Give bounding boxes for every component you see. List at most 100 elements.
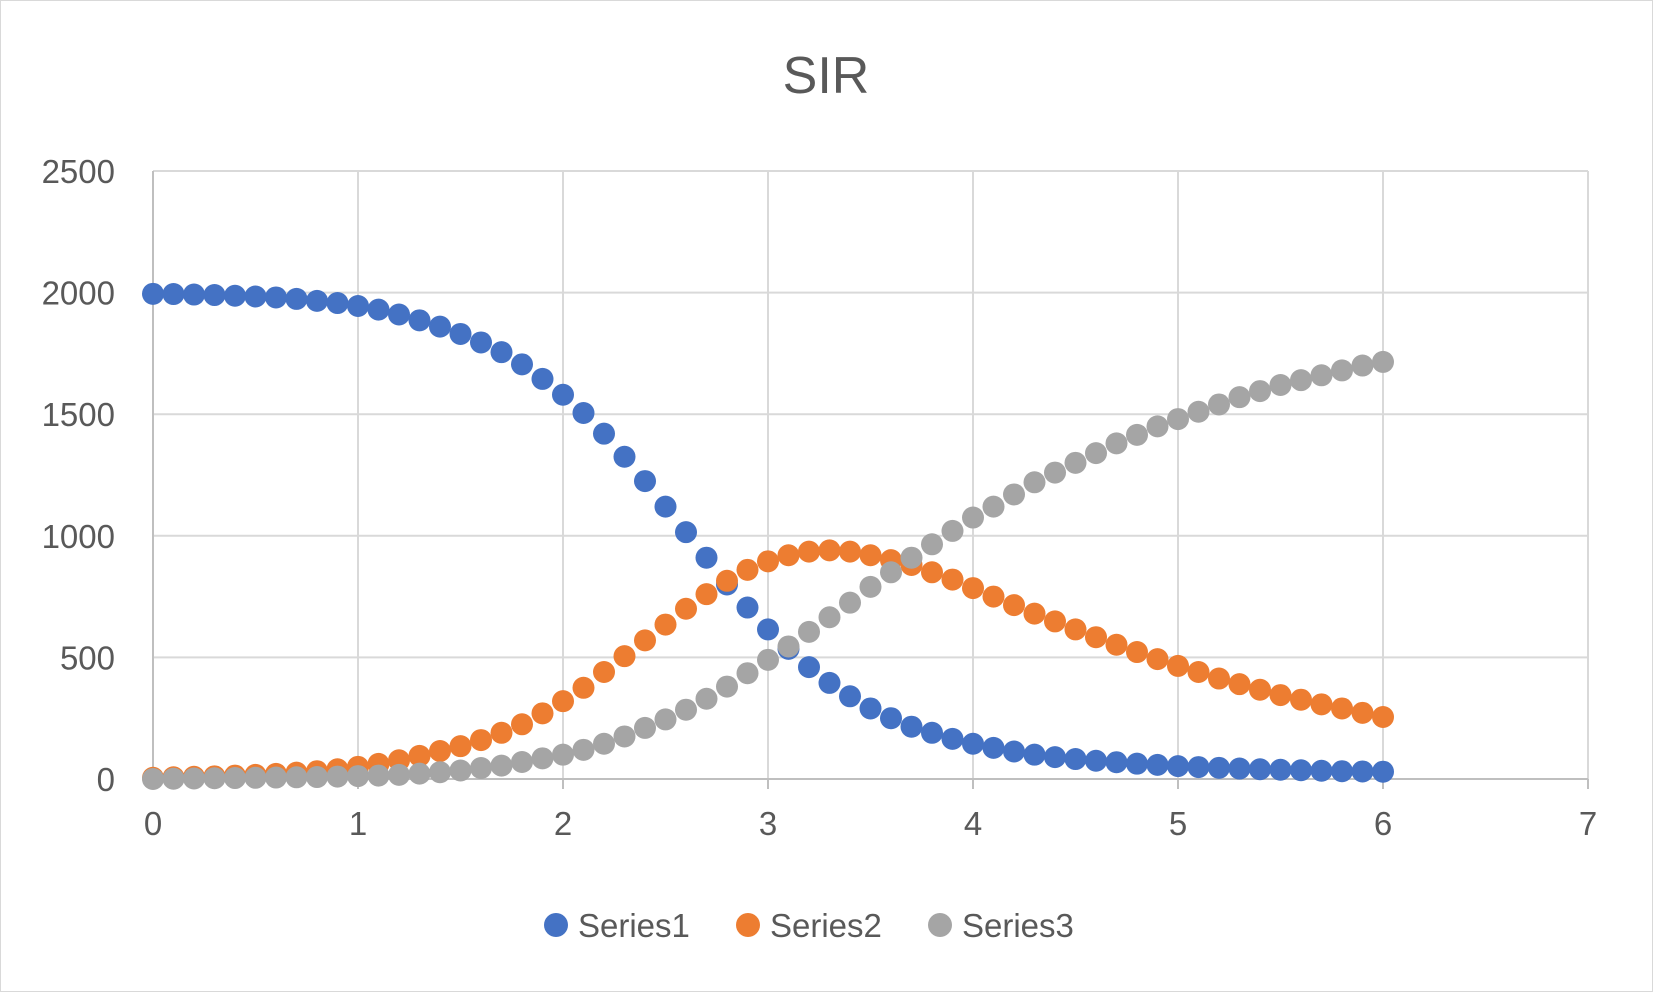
series-1-point xyxy=(429,315,451,338)
series-2-point xyxy=(818,539,841,562)
series-2-point xyxy=(1105,633,1128,656)
series-2-point xyxy=(675,597,697,620)
series-1-point xyxy=(367,298,390,321)
series-1-point xyxy=(1249,758,1271,781)
series-2-point xyxy=(552,690,574,713)
series-2-point xyxy=(1085,626,1107,649)
series-1-point xyxy=(326,292,349,315)
series-2-point xyxy=(470,729,492,752)
series-1-point xyxy=(736,596,759,619)
series-3-point xyxy=(859,575,882,598)
series-1-point xyxy=(490,341,513,364)
series-3-point xyxy=(1290,369,1312,392)
series-1-point xyxy=(265,286,287,309)
series-1-point xyxy=(1085,749,1107,772)
x-tick-label: 1 xyxy=(349,805,367,842)
series-3-point xyxy=(736,662,759,685)
series-1-point xyxy=(900,715,923,738)
series-1-point xyxy=(675,521,697,544)
series-1-point xyxy=(818,671,841,694)
series-1-point xyxy=(695,546,718,569)
series-1-point xyxy=(552,383,574,406)
series-2-point xyxy=(1249,678,1271,701)
series-3-point xyxy=(367,764,390,787)
series-3-point xyxy=(388,763,410,786)
series-2-point xyxy=(941,568,964,591)
x-tick-label: 6 xyxy=(1374,805,1392,842)
series-3-point xyxy=(347,765,369,788)
series-2-point xyxy=(449,735,472,758)
series-3-point xyxy=(183,767,205,790)
series-1-point xyxy=(203,284,226,307)
series-1-point xyxy=(634,470,656,493)
series-2-point xyxy=(777,544,800,567)
series-1-point xyxy=(982,736,1005,759)
series-3-point xyxy=(613,725,636,748)
series-3 xyxy=(142,350,1394,790)
series-1-point xyxy=(224,284,246,307)
series-2-point xyxy=(757,550,779,573)
series-2-point xyxy=(736,558,759,581)
series-1-point xyxy=(1187,756,1210,779)
series-3-point xyxy=(880,561,902,584)
series-3-point xyxy=(818,606,841,629)
series-3-point xyxy=(777,635,800,658)
series-3-point xyxy=(1228,386,1251,409)
series-3-point xyxy=(1044,461,1066,484)
series-1-point xyxy=(798,656,820,679)
series-1-point xyxy=(449,322,472,345)
series-1-point xyxy=(1126,752,1148,775)
x-tick-label: 0 xyxy=(144,805,162,842)
series-3-point xyxy=(757,648,779,671)
series-1-point xyxy=(921,721,943,744)
series-1-point xyxy=(1023,743,1046,766)
x-tick-label: 4 xyxy=(964,805,982,842)
series-2-point xyxy=(839,540,861,563)
series-2-point xyxy=(593,660,615,683)
series-1-point xyxy=(1064,748,1087,771)
series-1-point xyxy=(511,353,533,376)
series-3-point xyxy=(408,762,431,785)
series-3-point xyxy=(306,766,328,789)
series-3-point xyxy=(982,495,1005,518)
legend-label: Series2 xyxy=(770,907,882,944)
series-1-point xyxy=(1351,760,1374,783)
series-3-point xyxy=(921,533,943,556)
series-1-point xyxy=(531,367,554,390)
series-3-point xyxy=(1269,374,1292,397)
series-3-point xyxy=(1023,471,1046,494)
series-2-point xyxy=(408,744,431,767)
series-2-point xyxy=(654,613,677,636)
series-1-point xyxy=(408,309,431,332)
series-3-point xyxy=(490,754,513,777)
x-tick-label: 3 xyxy=(759,805,777,842)
x-tick-label: 5 xyxy=(1169,805,1187,842)
series-3-point xyxy=(326,765,349,788)
series-2-point xyxy=(1167,654,1189,677)
series-3-point xyxy=(244,766,267,789)
series-1-point xyxy=(613,445,636,468)
series-1-point xyxy=(1269,758,1292,781)
series-3-point xyxy=(634,716,656,739)
legend-label: Series1 xyxy=(578,907,690,944)
series-2-point xyxy=(1372,705,1394,728)
series-3-point xyxy=(1167,408,1189,431)
series-2-point xyxy=(1044,610,1066,633)
series-1-point xyxy=(593,422,615,445)
series-1-point xyxy=(1167,755,1189,778)
series-1-point xyxy=(1372,760,1394,783)
series-3-point xyxy=(1064,451,1087,474)
series-2-point xyxy=(511,713,533,736)
series-2-point xyxy=(962,577,984,600)
series-3-point xyxy=(1146,415,1169,438)
series-1-point xyxy=(1290,759,1312,782)
series-3-point xyxy=(839,591,861,614)
series-3-point xyxy=(1208,393,1230,416)
series-3-point xyxy=(962,506,984,529)
series-1-point xyxy=(880,707,902,730)
series-2-point xyxy=(1146,648,1169,671)
series-3-point xyxy=(654,708,677,731)
series-2-point xyxy=(1351,701,1374,724)
series-1-point xyxy=(285,287,308,310)
series-2-point xyxy=(1187,660,1210,683)
